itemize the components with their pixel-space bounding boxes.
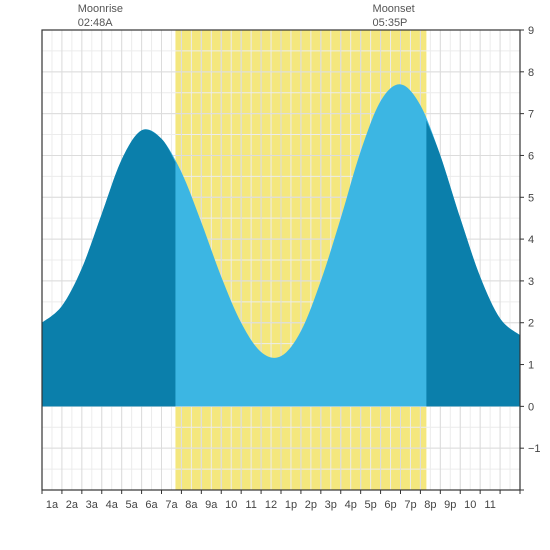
x-tick-label: 3p bbox=[325, 499, 337, 511]
y-tick-label: 3 bbox=[528, 276, 534, 288]
x-tick-label: 2a bbox=[66, 499, 79, 511]
x-tick-label: 5a bbox=[126, 499, 139, 511]
tide-chart: −101234567891a2a3a4a5a6a7a8a9a1011121p2p… bbox=[0, 0, 550, 550]
moonset-time: 05:35P bbox=[373, 16, 415, 30]
x-tick-label: 8p bbox=[424, 499, 436, 511]
y-tick-label: 4 bbox=[528, 234, 534, 246]
moonrise-label: Moonrise 02:48A bbox=[78, 2, 123, 31]
moonrise-title: Moonrise bbox=[78, 2, 123, 16]
x-tick-label: 5p bbox=[365, 499, 377, 511]
y-tick-label: 8 bbox=[528, 67, 534, 79]
x-tick-label: 12 bbox=[265, 499, 277, 511]
x-tick-label: 4p bbox=[345, 499, 357, 511]
x-tick-label: 7p bbox=[404, 499, 416, 511]
x-tick-label: 1a bbox=[46, 499, 59, 511]
x-tick-label: 2p bbox=[305, 499, 317, 511]
x-tick-label: 1p bbox=[285, 499, 297, 511]
x-tick-label: 4a bbox=[106, 499, 119, 511]
y-tick-label: 0 bbox=[528, 401, 534, 413]
moonset-title: Moonset bbox=[373, 2, 415, 16]
x-tick-label: 3a bbox=[86, 499, 99, 511]
y-tick-label: 7 bbox=[528, 109, 534, 121]
chart-svg: −101234567891a2a3a4a5a6a7a8a9a1011121p2p… bbox=[0, 0, 550, 550]
y-tick-label: 9 bbox=[528, 25, 534, 37]
x-tick-label: 9p bbox=[444, 499, 456, 511]
y-tick-label: −1 bbox=[528, 443, 541, 455]
x-tick-label: 9a bbox=[205, 499, 218, 511]
x-tick-label: 6p bbox=[384, 499, 396, 511]
x-tick-label: 11 bbox=[484, 499, 495, 511]
x-tick-label: 10 bbox=[225, 499, 237, 511]
moonrise-time: 02:48A bbox=[78, 16, 123, 30]
x-tick-label: 8a bbox=[185, 499, 198, 511]
y-tick-label: 6 bbox=[528, 150, 534, 162]
y-tick-label: 1 bbox=[528, 360, 534, 372]
y-tick-label: 2 bbox=[528, 318, 534, 330]
x-tick-label: 11 bbox=[245, 499, 256, 511]
x-tick-label: 6a bbox=[145, 499, 158, 511]
x-tick-label: 10 bbox=[464, 499, 476, 511]
y-tick-label: 5 bbox=[528, 192, 534, 204]
x-tick-label: 7a bbox=[165, 499, 178, 511]
moonset-label: Moonset 05:35P bbox=[373, 2, 415, 31]
